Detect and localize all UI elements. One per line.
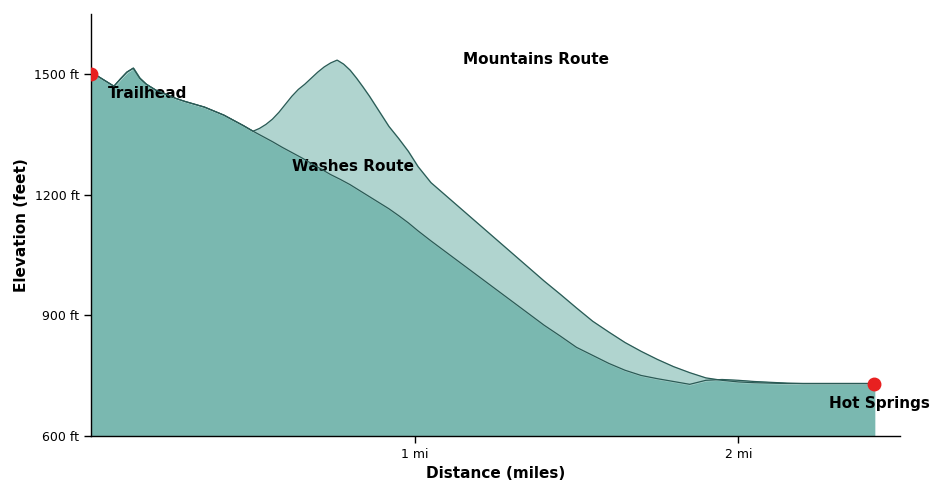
Text: Washes Route: Washes Route [292, 158, 414, 174]
Text: Hot Springs: Hot Springs [828, 396, 930, 410]
Y-axis label: Elevation (feet): Elevation (feet) [14, 158, 28, 292]
Text: Mountains Route: Mountains Route [464, 52, 609, 67]
Text: Trailhead: Trailhead [107, 86, 187, 101]
X-axis label: Distance (miles): Distance (miles) [426, 466, 565, 481]
